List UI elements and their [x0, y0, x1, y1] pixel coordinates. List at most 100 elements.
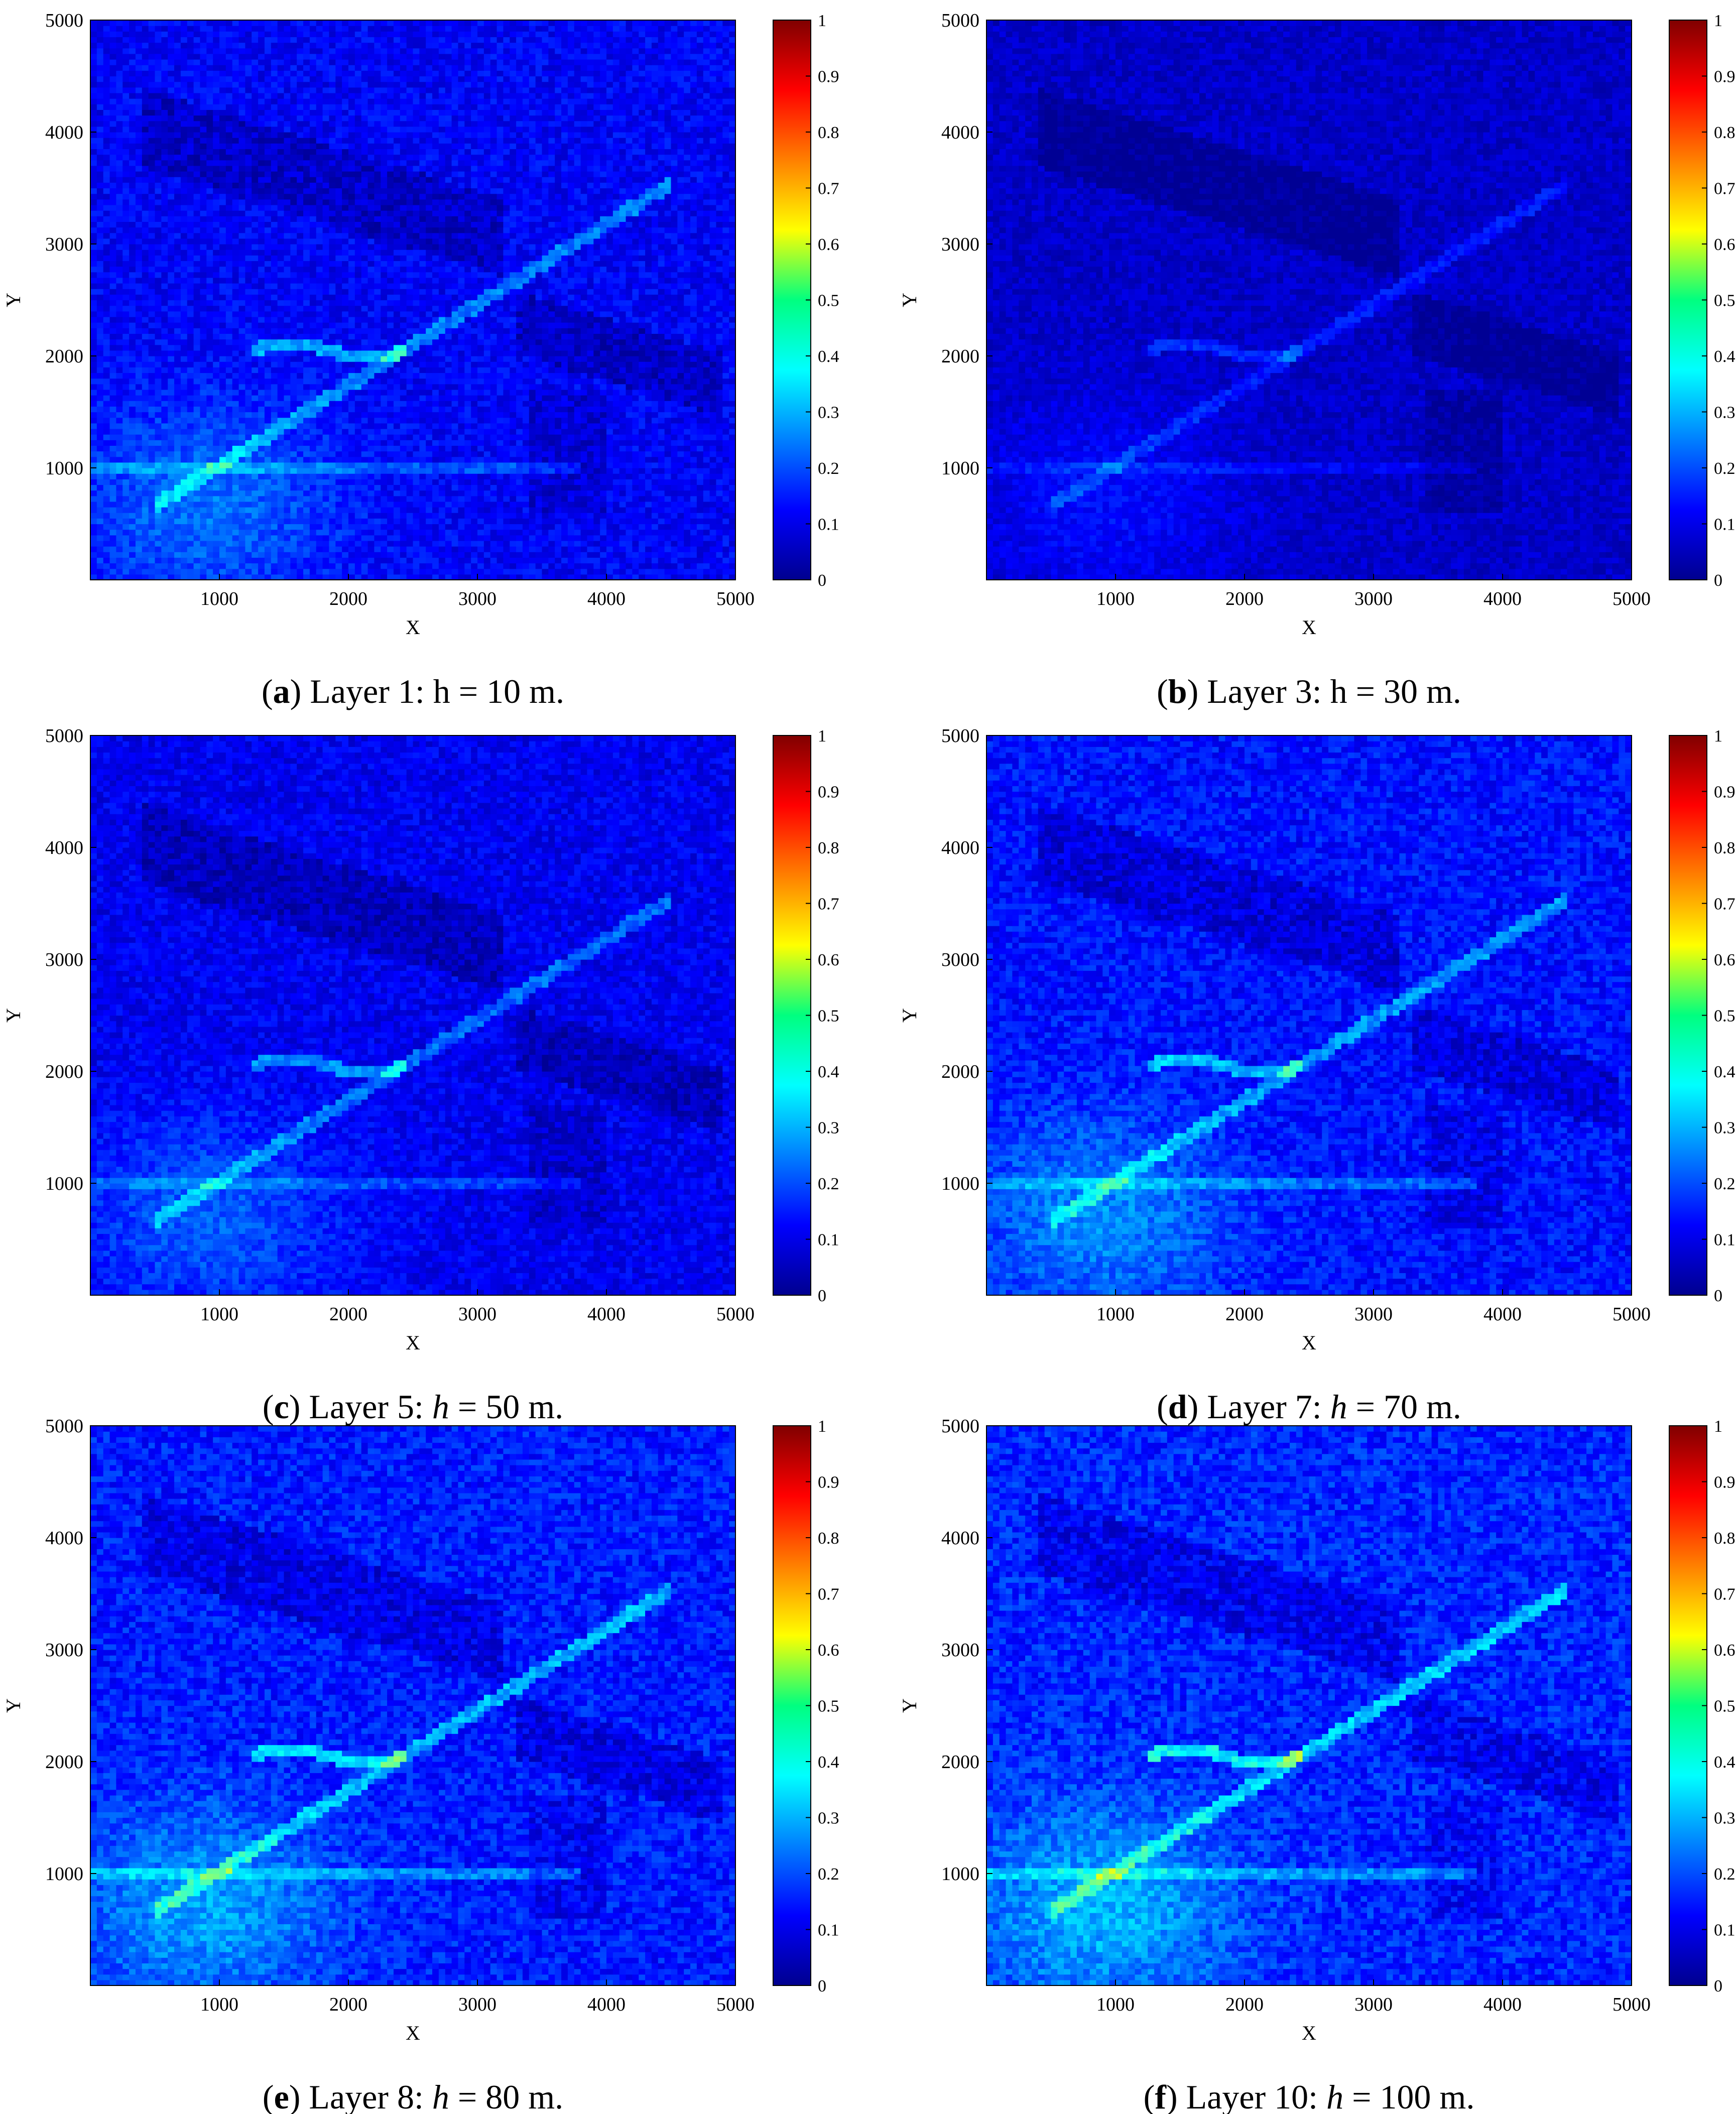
- heatmap-cell: [426, 535, 432, 541]
- heatmap-cell: [587, 541, 593, 547]
- heatmap-cell: [348, 563, 355, 569]
- heatmap-cell: [710, 569, 716, 575]
- heatmap-cell: [464, 524, 471, 530]
- heatmap-cell: [290, 552, 297, 558]
- heatmap-cell: [329, 563, 335, 569]
- heatmap-cell: [477, 563, 484, 569]
- heatmap-cell: [703, 552, 710, 558]
- heatmap-cell: [271, 535, 278, 541]
- heatmap-cell: [252, 546, 258, 552]
- heatmap-cell: [194, 546, 200, 552]
- heatmap-cell: [310, 541, 316, 547]
- heatmap-cell: [161, 569, 168, 575]
- heatmap-cell: [122, 574, 129, 580]
- heatmap-cell: [368, 574, 375, 580]
- heatmap-cell: [381, 535, 387, 541]
- heatmap-cell: [665, 518, 671, 524]
- heatmap-cell: [413, 563, 420, 569]
- heatmap-cell: [477, 530, 484, 536]
- heatmap-cell: [413, 574, 420, 580]
- heatmap-cell: [439, 524, 445, 530]
- heatmap-cell: [110, 563, 116, 569]
- heatmap-cell: [452, 574, 458, 580]
- heatmap-cell: [729, 541, 735, 547]
- heatmap-cell: [168, 552, 174, 558]
- heatmap-cell: [200, 557, 206, 563]
- heatmap-cell: [310, 524, 316, 530]
- heatmap-cell: [677, 574, 684, 580]
- heatmap-cell: [426, 524, 432, 530]
- heatmap-cell: [626, 524, 633, 530]
- heatmap-cell: [342, 563, 348, 569]
- heatmap-cell: [548, 541, 555, 547]
- heatmap-cell: [716, 524, 722, 530]
- heatmap-cell: [187, 535, 194, 541]
- heatmap-cell: [684, 518, 690, 524]
- heatmap-cell: [290, 574, 297, 580]
- heatmap-cell: [658, 535, 665, 541]
- heatmap-cell: [658, 524, 665, 530]
- heatmap-cell: [619, 541, 626, 547]
- heatmap-cell: [110, 541, 116, 547]
- heatmap-cell: [606, 530, 613, 536]
- heatmap-cell: [523, 541, 529, 547]
- heatmap-cell: [484, 535, 490, 541]
- heatmap-cell: [536, 546, 542, 552]
- heatmap-cell: [129, 530, 136, 536]
- heatmap-cell: [652, 541, 658, 547]
- heatmap-cell: [116, 524, 122, 530]
- heatmap-cell: [374, 541, 381, 547]
- heatmap-cell: [477, 569, 484, 575]
- heatmap-cell: [278, 518, 284, 524]
- heatmap-cell: [200, 546, 206, 552]
- heatmap-cell: [413, 552, 420, 558]
- heatmap-cell: [335, 518, 342, 524]
- heatmap-cell: [342, 524, 348, 530]
- heatmap-cell: [639, 518, 645, 524]
- heatmap-cell: [168, 524, 174, 530]
- heatmap-cell: [529, 546, 536, 552]
- heatmap-cell: [510, 530, 516, 536]
- heatmap-cell: [297, 552, 303, 558]
- heatmap-cell: [716, 530, 722, 536]
- heatmap-cell: [619, 552, 626, 558]
- heatmap-cell: [413, 518, 420, 524]
- heatmap-cell: [471, 552, 477, 558]
- heatmap-cell: [632, 518, 639, 524]
- heatmap-cell: [239, 524, 245, 530]
- heatmap-cell: [323, 552, 329, 558]
- heatmap-cell: [452, 546, 458, 552]
- heatmap-cell: [606, 557, 613, 563]
- heatmap-cell: [407, 557, 413, 563]
- heatmap-cell: [690, 546, 697, 552]
- heatmap-cell: [355, 535, 361, 541]
- heatmap-cell: [290, 518, 297, 524]
- heatmap-cell: [187, 557, 194, 563]
- heatmap-cell: [619, 530, 626, 536]
- heatmap-cell: [103, 530, 110, 536]
- heatmap-cell: [368, 530, 375, 536]
- heatmap-cell: [368, 569, 375, 575]
- heatmap-cell: [239, 563, 245, 569]
- heatmap-cell: [142, 563, 149, 569]
- heatmap-cell: [568, 530, 574, 536]
- heatmap-cell: [600, 518, 606, 524]
- heatmap-cell: [232, 524, 239, 530]
- heatmap-cell: [645, 546, 652, 552]
- heatmap-cell: [645, 557, 652, 563]
- heatmap-cell: [716, 574, 722, 580]
- heatmap-cell: [200, 530, 206, 536]
- heatmap-cell: [568, 574, 574, 580]
- heatmap-cell: [142, 541, 149, 547]
- heatmap-cell: [652, 557, 658, 563]
- heatmap-cell: [361, 535, 368, 541]
- heatmap-cell: [142, 552, 149, 558]
- heatmap-cell: [626, 541, 633, 547]
- heatmap-cell: [161, 552, 168, 558]
- heatmap-cell: [426, 546, 432, 552]
- heatmap-cell: [716, 569, 722, 575]
- heatmap-cell: [122, 557, 129, 563]
- heatmap-cell: [355, 574, 361, 580]
- heatmap-cell: [516, 569, 523, 575]
- heatmap-cell: [645, 563, 652, 569]
